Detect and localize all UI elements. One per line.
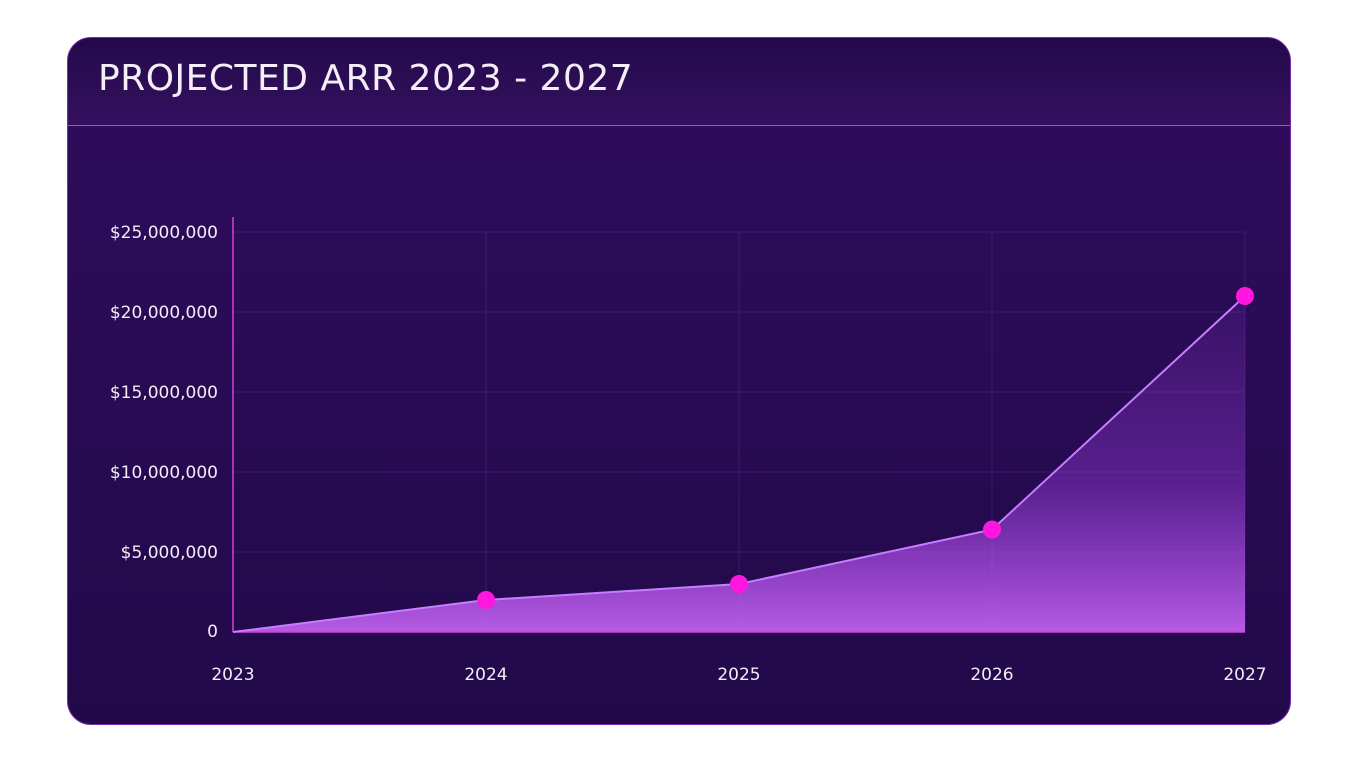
x-tick-label: 2026 (970, 665, 1013, 685)
x-tick-label: 2027 (1223, 665, 1266, 685)
y-tick-label: $15,000,000 (110, 383, 218, 403)
chart-header: PROJECTED ARR 2023 - 2027 (68, 38, 1290, 126)
x-tick-label: 2025 (717, 665, 760, 685)
y-tick-label: 0 (207, 622, 218, 642)
x-axis-labels: 2023 2024 2025 2026 2027 (211, 665, 1266, 685)
y-tick-label: $5,000,000 (121, 543, 218, 563)
y-tick-label: $20,000,000 (110, 303, 218, 323)
area-fill (233, 296, 1245, 632)
y-axis-labels: 0 $5,000,000 $10,000,000 $15,000,000 $20,000… (110, 223, 218, 642)
x-tick-label: 2024 (464, 665, 507, 685)
y-tick-label: $25,000,000 (110, 223, 218, 243)
data-markers (477, 287, 1254, 609)
axes (232, 217, 1245, 633)
x-tick-label: 2023 (211, 665, 254, 685)
y-tick-label: $10,000,000 (110, 463, 218, 483)
data-point-2025 (730, 575, 748, 593)
data-point-2026 (983, 520, 1001, 539)
data-point-2024 (477, 591, 495, 609)
data-point-2027 (1236, 287, 1254, 305)
chart-title: PROJECTED ARR 2023 - 2027 (98, 58, 634, 99)
